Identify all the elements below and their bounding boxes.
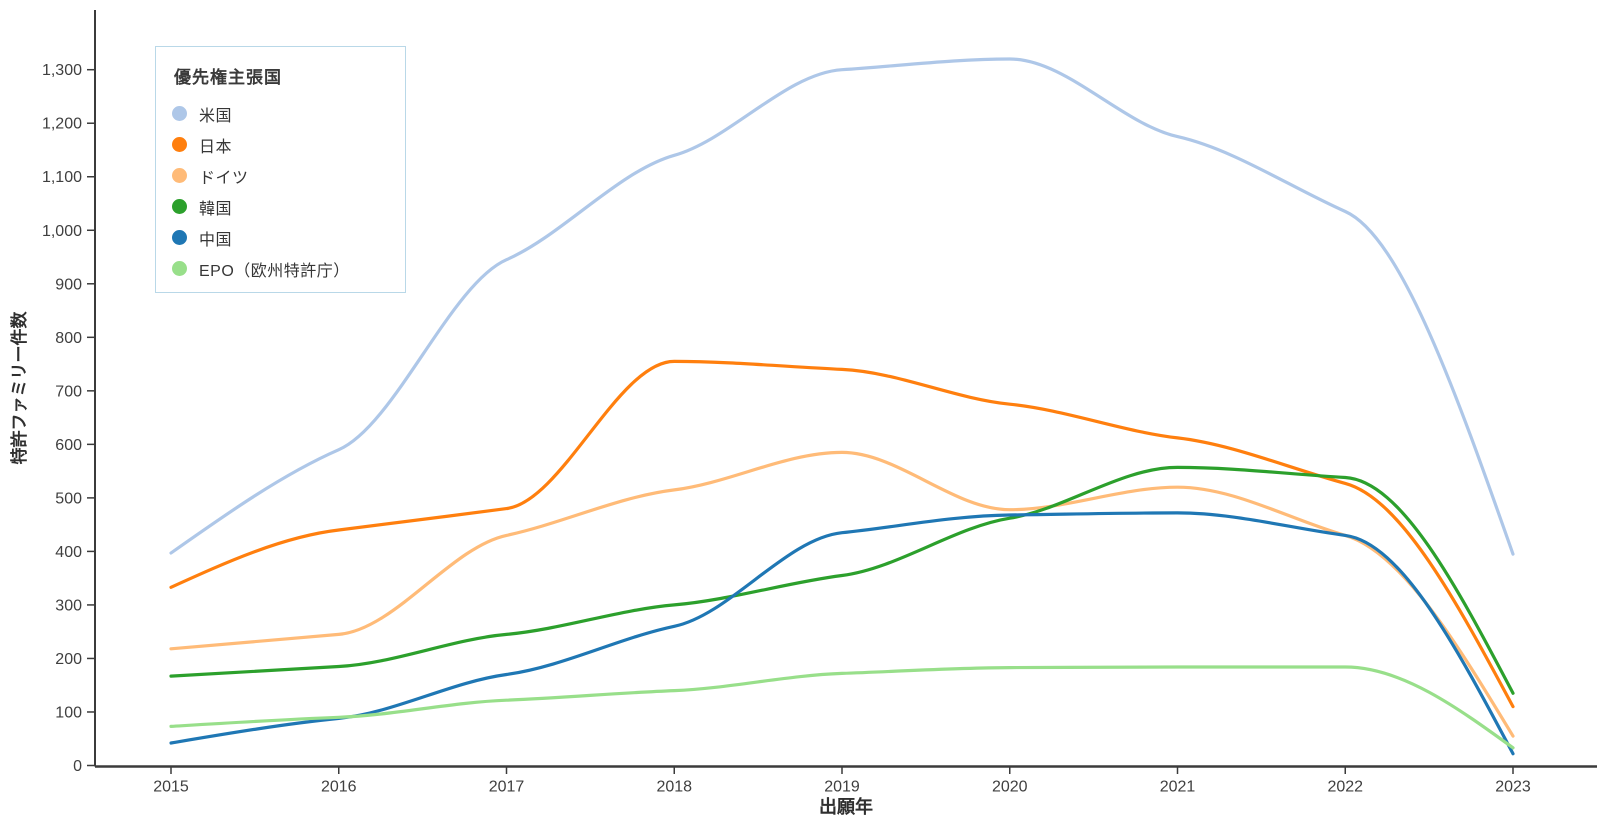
legend-swatch-china-icon: [172, 230, 187, 245]
legend-swatch-korea-icon: [172, 199, 187, 214]
legend-swatch-epo-icon: [172, 261, 187, 276]
legend-label-germany: ドイツ: [199, 169, 249, 187]
x-tick-label: 2023: [1495, 779, 1531, 796]
legend: 優先権主張国 米国 日本 ドイツ 韓国 中国 EPO（欧州特許庁）: [155, 46, 406, 293]
y-axis-title: 特許ファミリー件数: [9, 311, 29, 465]
legend-swatch-germany-icon: [172, 168, 187, 183]
x-tick-label: 2019: [824, 779, 860, 796]
legend-label-japan: 日本: [199, 138, 233, 156]
legend-swatch-japan-icon: [172, 137, 187, 152]
series-line-japan: [169, 359, 1515, 709]
series-line-epo: [169, 665, 1515, 750]
x-tick-label: 2018: [656, 779, 692, 796]
legend-label-korea: 韓国: [199, 200, 233, 218]
x-tick-label: 2016: [321, 779, 357, 796]
y-tick-label: 600: [55, 437, 82, 454]
y-tick-label: 1,300: [42, 62, 82, 79]
x-tick-label: 2021: [1160, 779, 1196, 796]
y-tick-label: 200: [55, 651, 82, 668]
legend-label-epo: EPO（欧州特許庁）: [199, 262, 350, 280]
y-tick-label: 400: [55, 544, 82, 561]
legend-item-germany: ドイツ: [172, 160, 405, 191]
legend-item-us: 米国: [172, 98, 405, 129]
y-tick-label: 100: [55, 704, 82, 721]
x-tick-label: 2020: [992, 779, 1028, 796]
legend-swatch-us-icon: [172, 106, 187, 121]
legend-item-epo: EPO（欧州特許庁）: [172, 253, 405, 284]
series-line-us: [169, 57, 1515, 556]
x-tick-label: 2017: [489, 779, 525, 796]
x-tick-label: 2015: [153, 779, 189, 796]
y-tick-label: 1,000: [42, 223, 82, 240]
legend-item-china: 中国: [172, 222, 405, 253]
legend-item-korea: 韓国: [172, 191, 405, 222]
y-tick-label: 0: [73, 758, 82, 775]
y-tick-label: 900: [55, 276, 82, 293]
y-tick-label: 1,200: [42, 116, 82, 133]
y-tick-label: 1,100: [42, 169, 82, 186]
series-line-korea: [169, 465, 1515, 695]
legend-title: 優先権主張国: [174, 68, 282, 87]
series-line-china: [169, 511, 1515, 756]
legend-item-japan: 日本: [172, 129, 405, 160]
y-tick-label: 700: [55, 383, 82, 400]
y-tick-label: 300: [55, 597, 82, 614]
series-line-germany: [169, 450, 1515, 738]
y-tick-label: 800: [55, 330, 82, 347]
legend-label-china: 中国: [199, 231, 233, 249]
x-axis-title: 出願年: [819, 796, 873, 817]
legend-label-us: 米国: [199, 107, 233, 125]
x-tick-label: 2022: [1327, 779, 1363, 796]
y-tick-label: 500: [55, 490, 82, 507]
